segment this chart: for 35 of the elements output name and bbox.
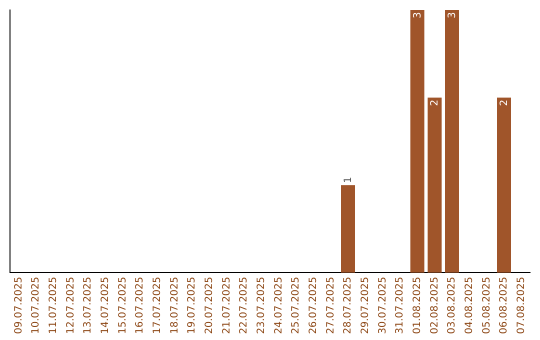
x-tick-label: 14.07.2025 <box>100 276 111 334</box>
x-tick-label: 16.07.2025 <box>134 276 146 334</box>
x-tick-label: 29.07.2025 <box>360 276 371 334</box>
x-tick-label: 02.08.2025 <box>429 276 440 334</box>
x-tick-label: 09.07.2025 <box>13 276 24 334</box>
x-tick-label: 31.07.2025 <box>394 276 406 334</box>
x-tick-label: 18.07.2025 <box>169 276 180 334</box>
x-tick-label: 21.07.2025 <box>221 276 232 334</box>
x-tick-label: 30.07.2025 <box>377 276 388 334</box>
x-tick-label: 19.07.2025 <box>186 276 198 334</box>
x-tick-label: 07.08.2025 <box>516 276 527 334</box>
data-label: 3 <box>412 12 424 18</box>
x-tick-label: 25.07.2025 <box>290 276 302 334</box>
data-label: 2 <box>499 100 510 106</box>
data-label: 1 <box>343 176 354 184</box>
x-tick-label: 13.07.2025 <box>82 276 94 334</box>
x-tick-label: 22.07.2025 <box>238 276 250 334</box>
x-tick-label: 20.07.2025 <box>204 276 215 334</box>
x-tick-label: 04.08.2025 <box>464 276 475 334</box>
x-tick-label: 06.08.2025 <box>498 276 510 334</box>
x-tick-label: 03.08.2025 <box>446 276 458 334</box>
x-tick-label: 23.07.2025 <box>256 276 267 334</box>
data-label: 2 <box>430 100 441 106</box>
x-tick-label: 28.07.2025 <box>342 276 354 334</box>
x-tick-label: 17.07.2025 <box>152 276 163 334</box>
x-tick-label: 27.07.2025 <box>325 276 336 334</box>
x-tick-label: 11.07.2025 <box>48 276 59 334</box>
x-tick-label: 12.07.2025 <box>65 276 76 334</box>
x-tick-label: 26.07.2025 <box>308 276 319 334</box>
x-tick-label: 15.07.2025 <box>117 276 128 334</box>
x-tick-label: 10.07.2025 <box>30 276 42 334</box>
data-label: 3 <box>447 12 458 18</box>
x-tick-label: 01.08.2025 <box>412 276 423 334</box>
x-tick-label: 05.08.2025 <box>481 276 492 334</box>
x-tick-label: 24.07.2025 <box>273 276 284 334</box>
